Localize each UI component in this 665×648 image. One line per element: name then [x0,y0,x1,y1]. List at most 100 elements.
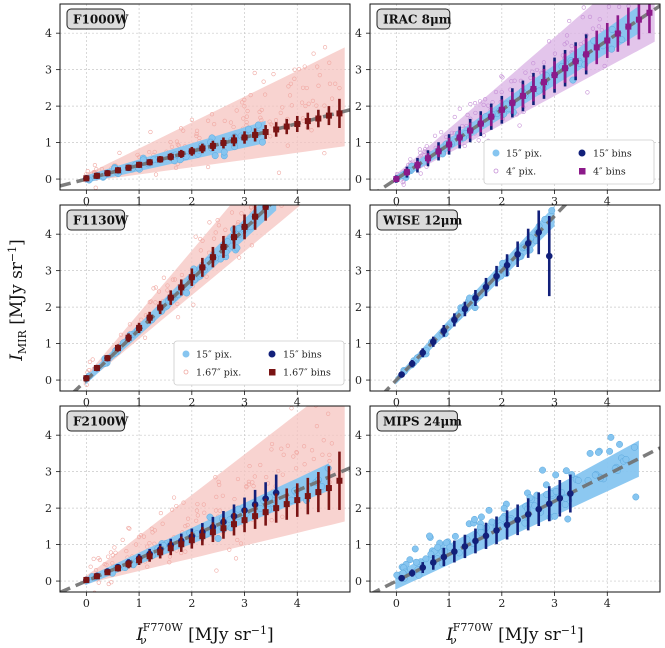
fine-pixel-point [183,524,188,529]
coarse-pixel-point [632,493,640,501]
fine-pixel-point [183,549,188,554]
fine-bin-marker [477,120,484,127]
fine-bin-marker [646,9,653,16]
legend-fine-pix-marker [493,168,499,174]
fine-pixel-point [309,448,315,453]
fine-pixel-point [148,299,153,304]
coarse-pixel-point [548,207,556,215]
y-tick-label: 3 [355,466,362,479]
fine-pixel-point [139,317,144,322]
coarse-pixel-point [183,289,191,297]
coarse-pixel-point [561,501,569,508]
coarse-pixel-point [411,545,419,553]
fine-pixel-point [299,180,303,184]
panel-label-box [376,8,451,30]
x-tick-label: 4 [294,597,301,610]
fine-pixel-point [285,443,290,448]
x-tick-label: 3 [551,195,558,208]
fine-bin-marker [541,79,547,86]
y-tick-label: 1 [45,338,52,351]
x-tick-label: 0 [393,195,400,208]
coarse-bin-marker [451,548,458,555]
x-tick-label: 1 [446,597,453,610]
coarse-pixel-point [258,138,266,146]
coarse-bin-marker [440,327,448,335]
fine-bin-marker [425,155,431,162]
fine-pixel-point [457,106,462,111]
fine-pixel-point [280,472,285,477]
fine-pixel-point [106,554,111,559]
fine-pixel-point [118,332,124,337]
fine-pixel-point [97,557,103,563]
coarse-bin-marker [567,490,574,497]
y-tick-label: 0 [45,575,52,588]
panel-irac: 0 1 2 3 4 0 1 2 3 4 IRAC 8μm 15″ pix. 15″ bins 4″ pix… [355,3,661,208]
y-tick-label: 1 [45,137,52,150]
fine-pixel-point [92,162,97,168]
fine-pixel-point [217,482,222,487]
fine-pixel-point [235,537,240,543]
fine-pixel-point [500,75,505,80]
panel-label-box [376,410,458,432]
coarse-bin-marker [482,283,490,291]
coarse-pixel-point [451,532,459,540]
coarse-pixel-point [562,467,570,475]
fine-pixel-point [193,234,198,239]
fine-pixel-point [249,243,254,248]
coarse-pixel-point [499,514,507,522]
y-tick-label: 1 [45,539,52,552]
fine-pixel-point [315,64,320,69]
fine-pixel-point [273,118,279,123]
coarse-bin-marker [451,316,458,324]
fine-bin-marker [456,134,463,141]
fine-pixel-point [234,108,239,113]
fine-bin-marker [635,16,642,23]
fine-bin-marker [572,58,579,65]
coarse-bin-marker [524,511,532,518]
fine-pixel-point [590,26,596,31]
coarse-pixel-point [607,433,615,441]
panel-frame [369,3,661,191]
fine-pixel-point [135,152,140,158]
legend-coarse-pix-marker [182,350,190,358]
fit-line [383,205,568,391]
fine-bin-marker [220,139,227,146]
fine-bin-marker [283,501,290,508]
x-tick-label: 1 [136,396,143,409]
y-tick-label: 0 [45,374,52,387]
coarse-pixel-point [542,481,550,489]
coarse-pixel-point [477,513,485,521]
fine-pixel-point [257,190,261,194]
fine-pixel-point [499,74,504,79]
fine-bin-marker [551,72,558,79]
fine-bin-marker [583,51,590,58]
fine-pixel-point [141,534,146,539]
legend-label: 1.67″ bins [283,368,331,379]
fine-pixel-point [264,475,269,480]
legend-label: 15″ pix. [506,149,542,160]
fine-pixel-point [151,286,156,291]
fine-pixel-point [276,170,282,175]
coarse-bin-marker [514,516,521,524]
coarse-pixel-point [245,125,253,133]
fine-pixel-point [153,300,158,305]
y-tick-label: 1 [355,338,362,351]
fine-pixel-point [215,218,220,223]
fine-pixel-point [303,161,307,165]
fine-pixel-point [214,568,219,573]
y-tick-label: 3 [355,265,362,278]
fine-pixel-point [418,171,423,176]
fine-pixel-point [242,97,247,102]
y-tick-label: 1 [355,539,362,552]
fine-pixel-point [91,556,96,561]
fine-bin-marker [83,576,90,583]
fine-pixel-point [294,466,299,471]
fine-pixel-point [195,502,200,507]
coarse-bin-marker [482,532,490,540]
fine-pixel-point [564,33,570,38]
fine-pixel-point [102,562,107,567]
fine-pixel-point [251,484,256,489]
fine-bin-marker [104,170,111,177]
coarse-bin-marker [493,527,500,534]
coarse-pixel-point [256,504,264,512]
